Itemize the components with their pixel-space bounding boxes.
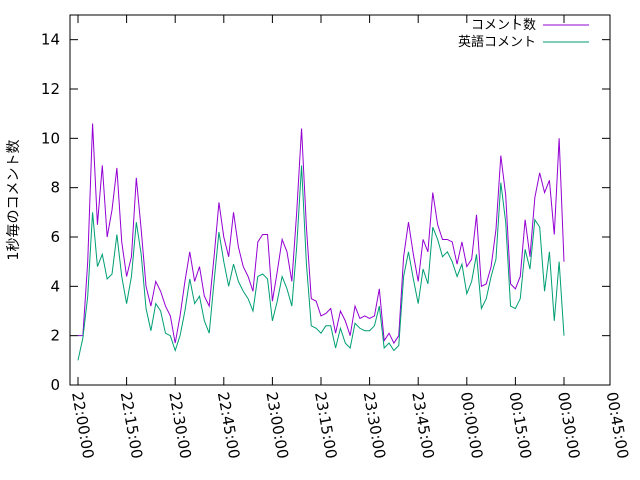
y-axis: 0 2 4 6 8 10 12 14 [41,31,610,394]
series-line-comments [78,123,565,345]
y-axis-title: 1秒毎のコメント数 [6,140,22,261]
x-axis: 22:00:00 22:15:00 22:30:00 22:45:00 23:00:00… [68,15,632,460]
x-tick-label: 22:15:00 [117,391,146,460]
x-tick-label: 00:15:00 [505,391,534,460]
y-tick-label: 14 [41,31,60,49]
y-tick-label: 6 [50,228,60,246]
x-tick-label: 23:30:00 [360,391,389,460]
x-tick-label: 00:30:00 [554,391,583,460]
legend: コメント数 英語コメント [458,18,589,50]
legend-label-english-comments: 英語コメント [458,34,536,50]
x-tick-label: 22:45:00 [214,391,243,460]
x-tick-label: 00:45:00 [603,391,632,460]
x-tick-label: 22:30:00 [165,391,194,460]
plot-frame [69,14,611,386]
y-tick-label: 4 [50,277,60,295]
series-line-english-comments [77,165,565,361]
x-tick-label: 22:00:00 [68,391,97,460]
x-tick-label: 23:00:00 [262,391,291,460]
y-tick-label: 12 [41,80,60,98]
y-tick-label: 10 [41,129,60,147]
y-tick-label: 0 [50,376,60,394]
x-tick-label: 00:00:00 [457,391,486,460]
legend-label-comments: コメント数 [471,18,536,33]
y-tick-label: 8 [50,179,60,197]
y-tick-label: 2 [50,327,60,345]
x-tick-label: 23:15:00 [311,391,340,460]
x-tick-label: 23:45:00 [408,391,437,460]
series-layer [77,123,565,361]
